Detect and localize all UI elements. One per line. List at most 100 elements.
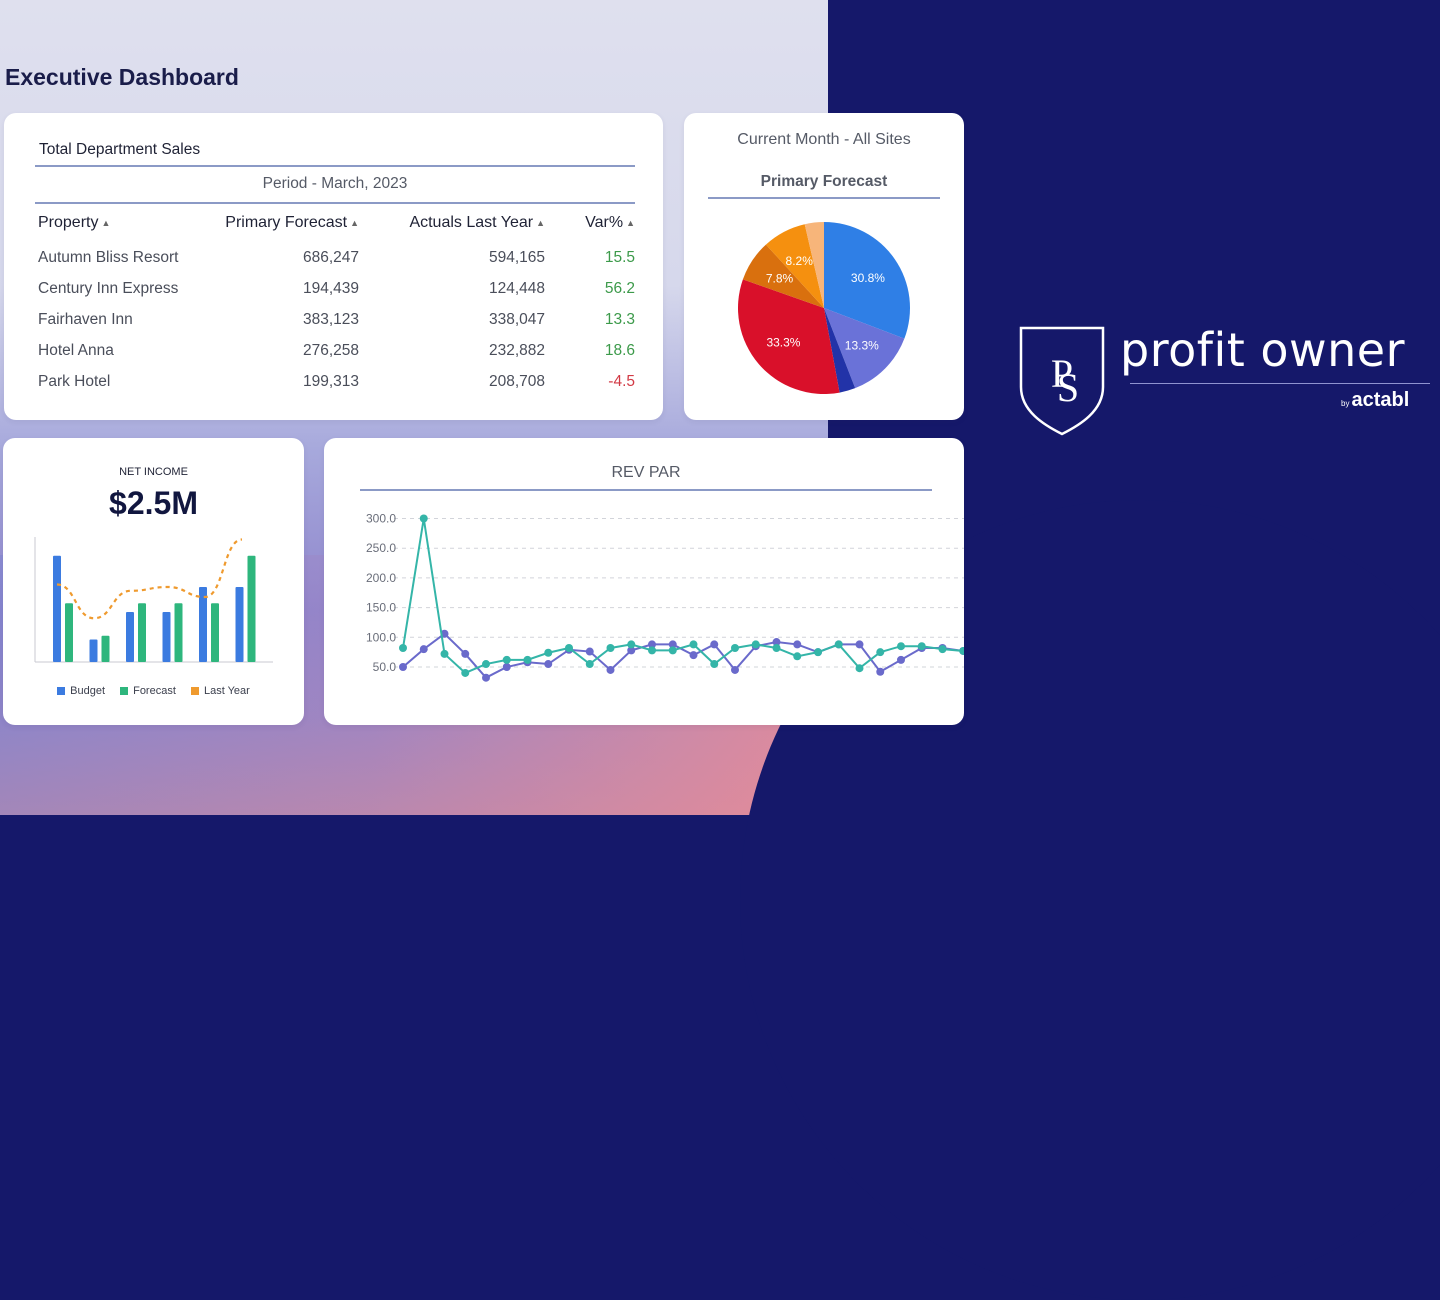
column-header-var-percent[interactable]: Var% ▲ [585,214,635,231]
data-point[interactable] [606,643,615,652]
revpar-card: REV PAR 300.0 250.0 200.0 150.0 100.0 50.0 [324,438,964,725]
sort-icon: ▲ [536,217,545,228]
data-point[interactable] [502,655,511,664]
divider [708,197,940,199]
y-axis-tick: 100.0 [366,630,396,644]
data-point[interactable] [440,649,449,658]
column-header-primary-forecast[interactable]: Primary Forecast ▲ [225,214,359,231]
cell-var: 18.6 [604,341,635,359]
data-point[interactable] [897,642,905,651]
pie-slice[interactable] [824,308,905,389]
data-point[interactable] [648,646,656,655]
legend-item-forecast[interactable]: Forecast [120,685,176,697]
data-point[interactable] [710,640,719,649]
pie-slice-label: 30.8% [851,271,885,285]
card-title: Current Month - All Sites [737,131,911,148]
legend-item-last-year[interactable]: Last Year [190,685,250,697]
bar-budget[interactable] [89,639,98,663]
pie-slice[interactable] [738,279,840,394]
data-point[interactable] [523,655,532,664]
pie-slice-label: 13.3% [845,339,879,353]
bar-forecast[interactable] [138,603,146,662]
brand-underline [1130,383,1430,384]
card-title: Total Department Sales [39,141,201,158]
shield-monogram-icon: P S [1019,326,1105,436]
divider [35,202,635,204]
bar-forecast[interactable] [211,603,219,662]
bar-budget[interactable] [199,587,207,662]
legend-item-budget[interactable]: Budget [57,685,105,697]
data-point[interactable] [668,640,677,649]
data-point[interactable] [689,651,698,660]
data-point[interactable] [461,649,470,658]
data-point[interactable] [876,667,885,676]
last-year-swatch-icon [190,687,199,696]
data-point[interactable] [544,660,553,669]
bar-forecast[interactable] [247,555,256,662]
cell-var: 15.5 [604,248,635,266]
bar-budget[interactable] [235,587,244,662]
data-point[interactable] [544,648,553,657]
bar-budget[interactable] [162,612,171,662]
pie-slice[interactable] [824,222,910,339]
pie-slice[interactable] [804,222,824,308]
data-point[interactable] [419,645,428,654]
data-point[interactable] [585,647,594,656]
data-point[interactable] [814,648,822,657]
data-point[interactable] [565,643,573,652]
data-point[interactable] [959,646,964,655]
data-point[interactable] [627,646,636,655]
data-point[interactable] [793,640,802,649]
divider [35,165,635,167]
data-point[interactable] [751,640,760,649]
cell-forecast: 383,123 [302,310,359,328]
column-header-property[interactable]: Property ▲ [38,214,111,231]
data-point[interactable] [876,648,885,657]
data-point[interactable] [938,645,947,654]
column-header-actuals-last-year[interactable]: Actuals Last Year ▲ [409,214,545,231]
bar-forecast[interactable] [174,603,183,662]
data-point[interactable] [606,665,615,674]
pie-chart: 30.8% 13.3% 33.3% 7.8% 8.2% [738,222,910,394]
data-point[interactable] [627,640,636,649]
data-point[interactable] [834,640,843,649]
data-point[interactable] [502,663,511,671]
total-department-sales-card: Total Department Sales Period - March, 2… [4,113,663,420]
data-point[interactable] [482,673,490,682]
cell-actuals: 124,448 [488,279,545,297]
data-point[interactable] [648,640,656,649]
data-point[interactable] [897,655,905,664]
table-row: Autumn Bliss Resort 686,247 594,165 15.5 [35,242,635,273]
brand-name: profit owner [1120,323,1406,377]
cell-var: 56.2 [604,279,635,297]
net-income-card: NET INCOME $2.5M Budget Forecast Last Ye… [3,438,304,725]
data-point[interactable] [731,643,739,652]
data-point[interactable] [399,663,407,671]
data-point[interactable] [793,652,802,661]
data-point[interactable] [585,660,594,669]
pie-slice[interactable] [742,244,824,308]
bar-budget[interactable] [53,555,61,662]
divider [360,489,932,491]
data-point[interactable] [710,660,719,669]
bar-forecast[interactable] [101,635,110,662]
brand-byline: by actabl [1341,389,1410,411]
period-label: Period - March, 2023 [262,175,408,192]
svg-text:P: P [1051,351,1073,396]
data-point[interactable] [855,664,864,673]
data-point[interactable] [399,643,407,652]
data-point[interactable] [461,668,470,677]
data-point[interactable] [731,665,739,674]
pie-slice[interactable] [824,308,856,393]
data-point[interactable] [668,646,677,655]
data-point[interactable] [419,514,428,523]
data-point[interactable] [917,642,926,651]
pie-slice[interactable] [765,224,824,308]
bar-forecast[interactable] [65,603,73,662]
data-point[interactable] [855,640,864,649]
bar-budget[interactable] [126,612,134,662]
data-point[interactable] [689,640,698,649]
data-point[interactable] [772,643,781,652]
data-point[interactable] [772,638,781,647]
data-point[interactable] [482,660,490,669]
